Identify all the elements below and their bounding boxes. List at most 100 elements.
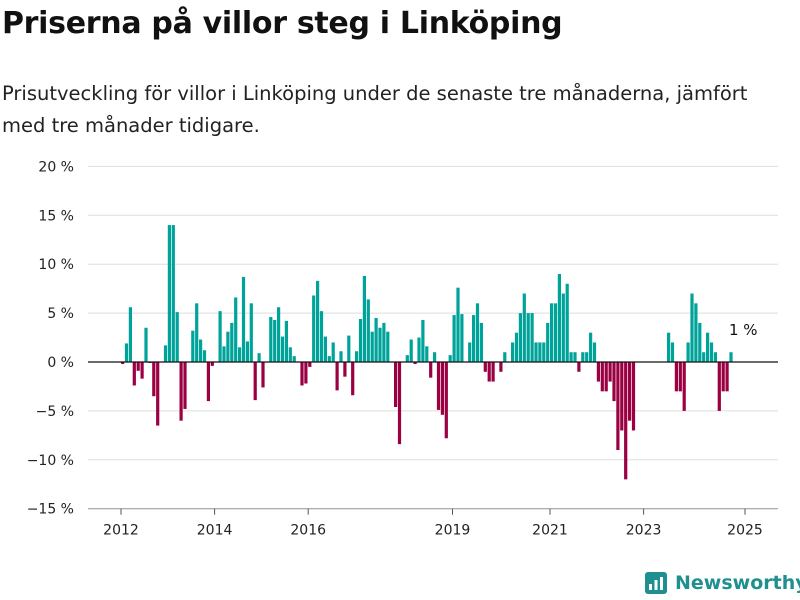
y-tick-label: 5 % [47,306,74,322]
bar [491,362,495,382]
bar [280,336,285,362]
x-tick-label: 2021 [532,523,568,539]
bar [487,362,491,382]
bar [674,362,678,392]
bar [503,352,507,362]
bar [319,311,324,362]
bar [542,342,546,362]
bar [413,362,417,364]
bar [421,319,425,362]
bar [374,317,378,362]
bar [366,299,370,362]
bar [417,337,421,362]
bar [538,342,542,362]
bar [709,342,714,362]
bar-chart: −15 %−10 %−5 %0 %5 %10 %15 %20 % 2012 201… [27,159,778,539]
bar [195,303,199,362]
bar [230,322,234,362]
bar [448,355,452,362]
bar [628,362,632,421]
bar [475,303,480,362]
bar [725,362,729,392]
bar [249,303,253,362]
bar [472,315,476,362]
bar [163,345,168,362]
bar [433,352,437,362]
bar [585,352,589,362]
y-tick-label: −5 % [36,404,74,420]
bar [132,362,136,386]
bar [312,295,316,362]
brand-name: Newsworthy [675,572,800,594]
grid-layer [88,165,778,510]
bar [604,362,608,392]
bar [546,322,550,362]
bar [199,339,203,362]
bar [518,313,522,362]
y-tick-label: −15 % [27,502,74,518]
bar [534,342,538,362]
bar [686,342,690,362]
newsworthy-logo-icon [645,572,667,594]
bar [678,362,682,392]
bar [721,362,725,392]
bar [557,273,561,362]
bar [530,313,534,362]
bar [245,341,249,362]
bar [218,311,222,362]
x-tick-label: 2025 [727,523,763,539]
bar [304,362,308,384]
y-tick-label: −10 % [27,453,74,469]
bar [616,362,620,451]
brand-logo: Newsworthy [645,568,800,598]
y-tick-label: 20 % [38,159,74,175]
bar [347,335,351,362]
bar [358,318,363,362]
bar [499,362,503,372]
bars [121,225,733,480]
bar [468,342,472,362]
bar [206,362,210,402]
bar [382,322,386,362]
x-tick-label: 2012 [103,523,139,539]
bar [370,331,374,362]
bar [241,276,246,362]
bar [600,362,604,392]
bar [386,331,390,362]
bar [331,342,335,362]
bar [253,362,257,401]
x-tick-label: 2019 [435,523,471,539]
bar [238,347,242,362]
bar [140,362,144,379]
bar [612,362,616,402]
bar [124,343,129,362]
bar [234,297,238,362]
bar [729,352,733,362]
bar [152,362,156,397]
bar [327,356,331,362]
bar [624,362,628,480]
bar [156,362,160,426]
bar [460,314,464,362]
bar [522,293,526,362]
bar [483,362,487,372]
x-tick-label: 2014 [197,523,233,539]
x-tick-label: 2023 [626,523,662,539]
bar [479,322,483,362]
bar [277,307,281,362]
bar [690,293,694,362]
bar [261,362,265,388]
bar [121,362,125,364]
bar [553,303,558,362]
bar [308,362,312,367]
bar [191,330,195,362]
bar [202,350,207,362]
bar [323,336,327,362]
bar [631,362,636,431]
bar [284,320,288,362]
bar [425,346,429,362]
bar [429,362,433,378]
bar [577,362,581,372]
latest-value-annotation: 1 % [729,321,758,339]
bar [592,342,597,362]
